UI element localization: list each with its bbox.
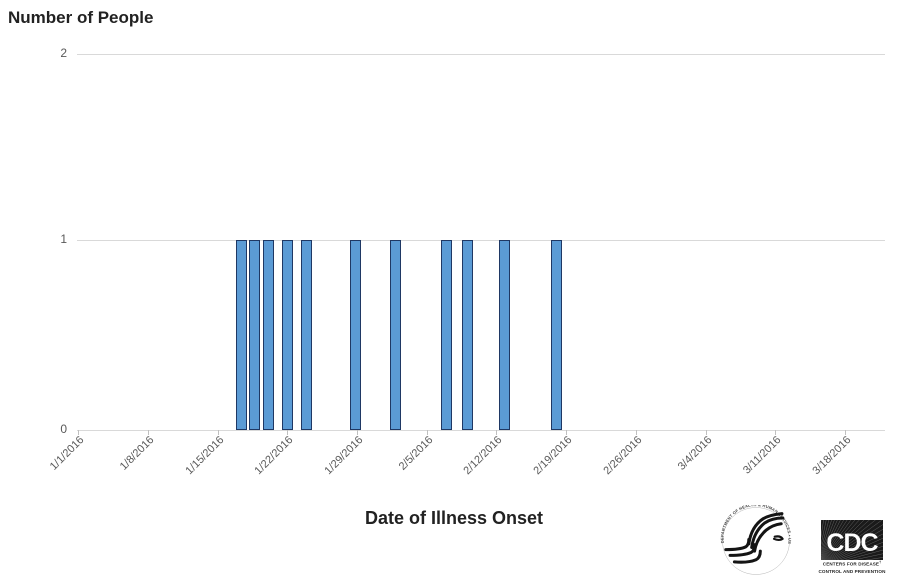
- svg-text:CDC: CDC: [826, 529, 878, 557]
